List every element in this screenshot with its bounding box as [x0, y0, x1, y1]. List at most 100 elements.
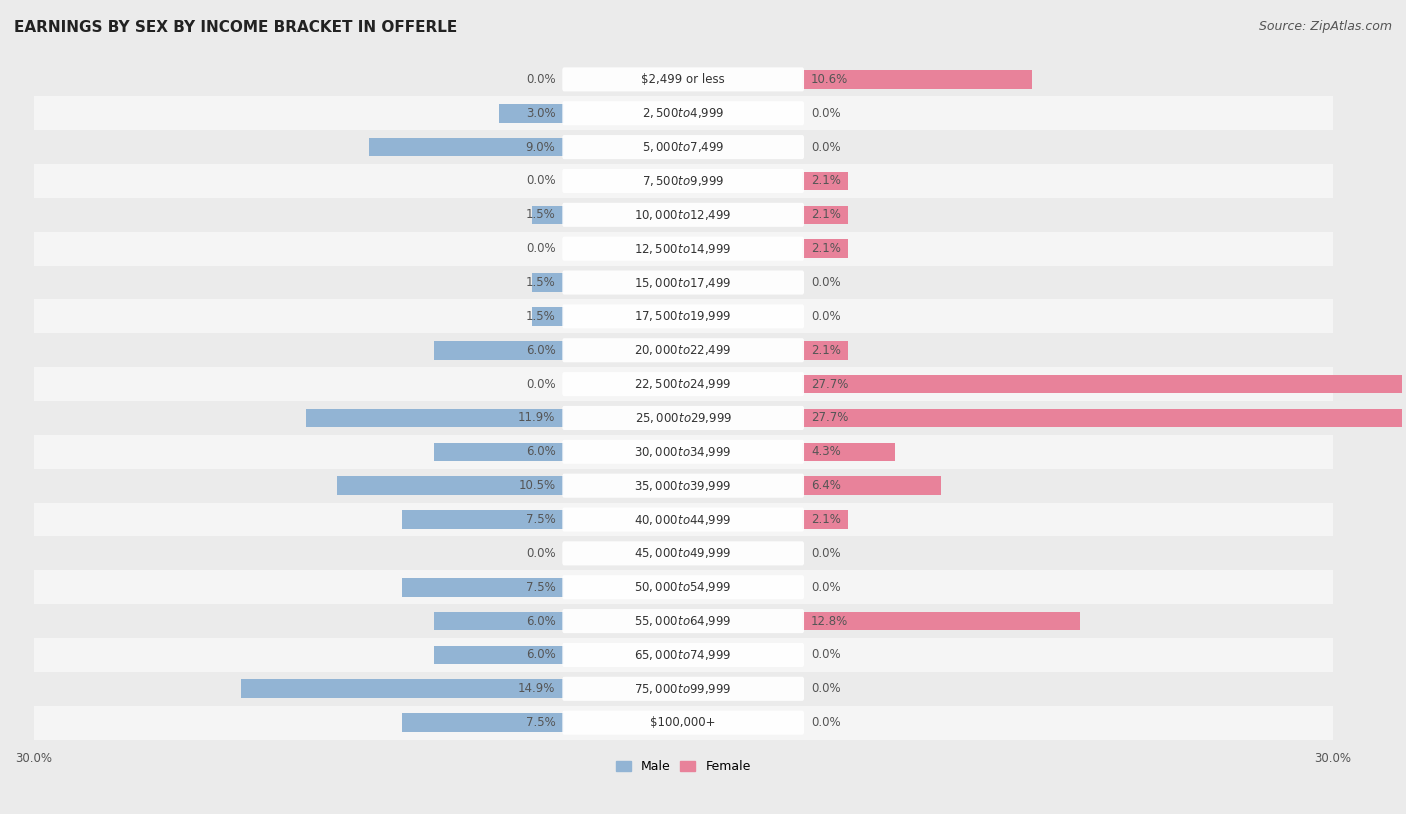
Text: 6.0%: 6.0% [526, 445, 555, 458]
Text: $50,000 to $54,999: $50,000 to $54,999 [634, 580, 733, 594]
FancyBboxPatch shape [562, 676, 804, 701]
Text: $25,000 to $29,999: $25,000 to $29,999 [634, 411, 731, 425]
Text: $5,000 to $7,499: $5,000 to $7,499 [643, 140, 724, 154]
Text: 0.0%: 0.0% [811, 141, 841, 154]
Bar [402, 713, 564, 732]
Bar [434, 646, 564, 664]
FancyBboxPatch shape [562, 507, 804, 532]
Text: 1.5%: 1.5% [526, 276, 555, 289]
Text: 0.0%: 0.0% [811, 276, 841, 289]
Bar [336, 476, 564, 495]
Bar [34, 435, 1333, 469]
Bar [34, 401, 1333, 435]
Bar [803, 476, 941, 495]
Bar [34, 63, 1333, 96]
Bar [34, 604, 1333, 638]
Bar [803, 239, 848, 258]
Bar [34, 130, 1333, 164]
Text: 2.1%: 2.1% [811, 513, 841, 526]
Text: $17,500 to $19,999: $17,500 to $19,999 [634, 309, 733, 323]
Bar [803, 205, 848, 224]
FancyBboxPatch shape [562, 68, 804, 91]
Text: $2,499 or less: $2,499 or less [641, 73, 725, 86]
Text: 0.0%: 0.0% [526, 73, 555, 86]
Text: 10.5%: 10.5% [519, 479, 555, 492]
Bar [402, 578, 564, 597]
Bar [34, 638, 1333, 672]
Bar [34, 300, 1333, 333]
Text: $30,000 to $34,999: $30,000 to $34,999 [634, 444, 733, 459]
Text: 14.9%: 14.9% [517, 682, 555, 695]
FancyBboxPatch shape [562, 474, 804, 497]
Text: 1.5%: 1.5% [526, 208, 555, 221]
Bar [803, 374, 1402, 393]
FancyBboxPatch shape [562, 135, 804, 159]
Text: 0.0%: 0.0% [526, 243, 555, 255]
Bar [803, 172, 848, 190]
Text: 2.1%: 2.1% [811, 208, 841, 221]
Bar [531, 205, 564, 224]
Bar [34, 706, 1333, 740]
Bar [803, 612, 1080, 630]
Bar [803, 341, 848, 360]
Text: $45,000 to $49,999: $45,000 to $49,999 [634, 546, 733, 560]
Bar [803, 409, 1402, 427]
Text: $22,500 to $24,999: $22,500 to $24,999 [634, 377, 733, 391]
Text: 7.5%: 7.5% [526, 580, 555, 593]
Bar [803, 70, 1032, 89]
Text: 0.0%: 0.0% [811, 107, 841, 120]
FancyBboxPatch shape [562, 541, 804, 566]
Bar [34, 571, 1333, 604]
Text: 0.0%: 0.0% [811, 547, 841, 560]
Text: 3.0%: 3.0% [526, 107, 555, 120]
Bar [34, 232, 1333, 265]
Text: 2.1%: 2.1% [811, 174, 841, 187]
Text: 6.0%: 6.0% [526, 649, 555, 662]
Text: 6.0%: 6.0% [526, 615, 555, 628]
Text: 0.0%: 0.0% [526, 547, 555, 560]
Bar [434, 612, 564, 630]
FancyBboxPatch shape [562, 101, 804, 125]
Text: $65,000 to $74,999: $65,000 to $74,999 [634, 648, 733, 662]
Text: 0.0%: 0.0% [526, 174, 555, 187]
Text: 11.9%: 11.9% [517, 411, 555, 424]
Text: $12,500 to $14,999: $12,500 to $14,999 [634, 242, 733, 256]
Text: 10.6%: 10.6% [811, 73, 848, 86]
Bar [803, 510, 848, 529]
Text: 4.3%: 4.3% [811, 445, 841, 458]
FancyBboxPatch shape [562, 372, 804, 396]
FancyBboxPatch shape [562, 609, 804, 633]
Bar [531, 274, 564, 292]
Text: 7.5%: 7.5% [526, 513, 555, 526]
Bar [34, 96, 1333, 130]
Text: $55,000 to $64,999: $55,000 to $64,999 [634, 614, 733, 628]
Bar [34, 469, 1333, 502]
Text: $7,500 to $9,999: $7,500 to $9,999 [643, 174, 724, 188]
Text: 0.0%: 0.0% [811, 682, 841, 695]
Text: $15,000 to $17,499: $15,000 to $17,499 [634, 275, 733, 290]
Text: 7.5%: 7.5% [526, 716, 555, 729]
Legend: Male, Female: Male, Female [610, 755, 756, 778]
Text: EARNINGS BY SEX BY INCOME BRACKET IN OFFERLE: EARNINGS BY SEX BY INCOME BRACKET IN OFF… [14, 20, 457, 35]
Bar [34, 198, 1333, 232]
Bar [307, 409, 564, 427]
FancyBboxPatch shape [562, 440, 804, 464]
Text: 0.0%: 0.0% [811, 649, 841, 662]
FancyBboxPatch shape [562, 643, 804, 667]
Text: 9.0%: 9.0% [526, 141, 555, 154]
FancyBboxPatch shape [562, 406, 804, 430]
Text: 0.0%: 0.0% [811, 716, 841, 729]
FancyBboxPatch shape [562, 203, 804, 227]
Bar [34, 367, 1333, 401]
Bar [402, 510, 564, 529]
FancyBboxPatch shape [562, 169, 804, 193]
Bar [34, 672, 1333, 706]
Text: $40,000 to $44,999: $40,000 to $44,999 [634, 513, 733, 527]
FancyBboxPatch shape [562, 237, 804, 260]
Text: 27.7%: 27.7% [811, 378, 848, 391]
Bar [499, 104, 564, 123]
Text: $35,000 to $39,999: $35,000 to $39,999 [634, 479, 733, 492]
Bar [434, 443, 564, 461]
Text: 2.1%: 2.1% [811, 243, 841, 255]
Text: 6.4%: 6.4% [811, 479, 841, 492]
